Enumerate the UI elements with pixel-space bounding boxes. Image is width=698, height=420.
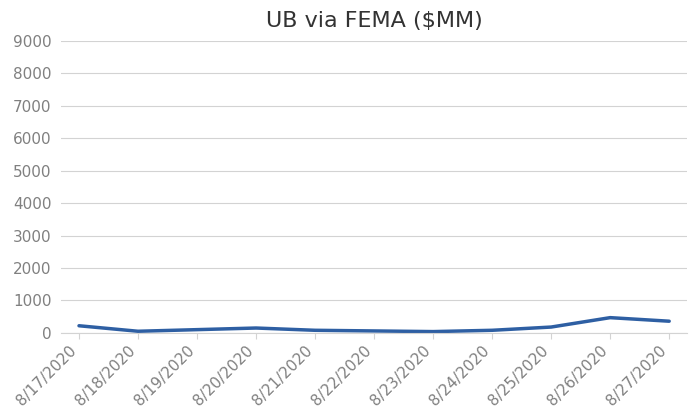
Title: UB via FEMA ($MM): UB via FEMA ($MM) — [266, 11, 482, 31]
